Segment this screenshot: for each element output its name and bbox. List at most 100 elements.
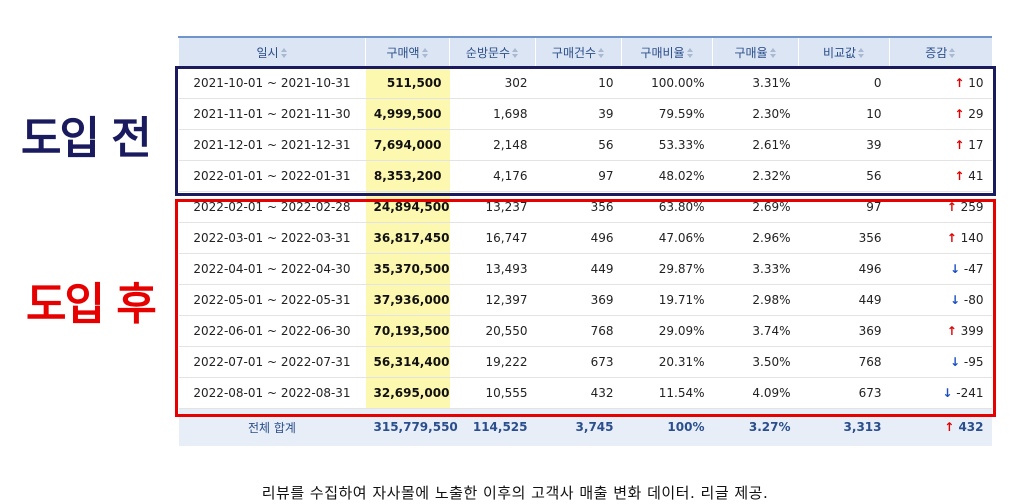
column-header-label: 구매건수 bbox=[551, 45, 597, 60]
change-value: -241 bbox=[956, 385, 984, 400]
ratio-cell: 100.00% bbox=[621, 67, 713, 99]
column-header-label: 순방문수 bbox=[465, 45, 511, 60]
period-cell: 2022-08-01 ~ 2022-08-31 bbox=[178, 377, 366, 409]
column-header[interactable]: 비교값 bbox=[798, 36, 890, 68]
change-cell: ↑ 29 bbox=[889, 98, 992, 130]
before-label: 도입 전 bbox=[21, 113, 152, 164]
table-header-row: 일시 구매액 순방문수 구매건수 구매비율 구매율 비교값 증감 bbox=[178, 36, 992, 68]
rate-cell: 3.50% bbox=[712, 346, 799, 378]
total-purchases: 3,745 bbox=[535, 407, 622, 446]
sort-icon[interactable] bbox=[512, 48, 519, 59]
rate-cell: 2.61% bbox=[712, 129, 799, 161]
total-row: 전체 합계 315,779,550 114,525 3,745 100% 3.2… bbox=[178, 407, 992, 446]
compare-cell: 56 bbox=[798, 160, 890, 192]
period-cell: 2021-11-01 ~ 2021-11-30 bbox=[178, 98, 366, 130]
column-header[interactable]: 구매율 bbox=[712, 36, 799, 68]
up-arrow-icon: ↑ bbox=[946, 323, 957, 338]
up-arrow-icon: ↑ bbox=[944, 420, 955, 435]
change-value: -80 bbox=[963, 292, 984, 307]
visitors-cell: 13,237 bbox=[449, 191, 536, 223]
amount-cell: 36,817,450 bbox=[365, 222, 450, 254]
column-header-label: 증감 bbox=[925, 45, 948, 60]
compare-cell: 356 bbox=[798, 222, 890, 254]
table-row: 2021-11-01 ~ 2021-11-30 4,999,500 1,698 39 7… bbox=[178, 98, 992, 130]
sort-icon[interactable] bbox=[280, 48, 288, 59]
ratio-cell: 29.09% bbox=[621, 315, 713, 347]
sort-icon[interactable] bbox=[686, 48, 694, 59]
visitors-cell: 1,698 bbox=[449, 98, 536, 130]
rate-cell: 2.69% bbox=[712, 191, 799, 223]
period-cell: 2022-05-01 ~ 2022-05-31 bbox=[178, 284, 366, 316]
period-cell: 2022-03-01 ~ 2022-03-31 bbox=[178, 222, 366, 254]
rate-cell: 3.33% bbox=[712, 253, 799, 285]
period-cell: 2021-10-01 ~ 2021-10-31 bbox=[178, 67, 366, 99]
column-header-label: 일시 bbox=[256, 45, 279, 60]
change-cell: ↑ 17 bbox=[889, 129, 992, 161]
ratio-cell: 53.33% bbox=[621, 129, 713, 161]
total-ratio: 100% bbox=[621, 407, 713, 446]
table-row: 2022-07-01 ~ 2022-07-31 56,314,400 19,222 6… bbox=[178, 346, 992, 378]
total-amount: 315,779,550 bbox=[365, 407, 458, 446]
amount-cell: 37,936,000 bbox=[365, 284, 450, 316]
sort-icon[interactable] bbox=[421, 48, 429, 59]
visitors-cell: 13,493 bbox=[449, 253, 536, 285]
column-header[interactable]: 증감 bbox=[889, 36, 992, 68]
table-row: 2022-06-01 ~ 2022-06-30 70,193,500 20,550 7… bbox=[178, 315, 992, 347]
column-header[interactable]: 순방문수 bbox=[449, 36, 536, 68]
amount-cell: 7,694,000 bbox=[365, 129, 450, 161]
change-cell: ↓ -80 bbox=[889, 284, 992, 316]
amount-cell: 56,314,400 bbox=[365, 346, 450, 378]
period-cell: 2022-06-01 ~ 2022-06-30 bbox=[178, 315, 366, 347]
up-arrow-icon: ↑ bbox=[954, 137, 965, 152]
ratio-cell: 20.31% bbox=[621, 346, 713, 378]
amount-cell: 24,894,500 bbox=[365, 191, 450, 223]
column-header-label: 비교값 bbox=[822, 45, 857, 60]
column-header-label: 구매율 bbox=[734, 45, 768, 60]
table-row: 2021-12-01 ~ 2021-12-31 7,694,000 2,148 56 5… bbox=[178, 129, 992, 161]
table-row: 2022-04-01 ~ 2022-04-30 35,370,500 13,493 4… bbox=[178, 253, 992, 285]
column-header[interactable]: 구매건수 bbox=[535, 36, 622, 68]
column-header[interactable]: 일시 bbox=[178, 36, 366, 68]
period-cell: 2022-01-01 ~ 2022-01-31 bbox=[178, 160, 366, 192]
change-value: -95 bbox=[963, 354, 984, 369]
ratio-cell: 19.71% bbox=[621, 284, 713, 316]
table-row: 2021-10-01 ~ 2021-10-31 511,500 302 10 100.0… bbox=[178, 67, 992, 99]
sales-table-container: 일시 구매액 순방문수 구매건수 구매비율 구매율 비교값 증감 2021-10-01 ~ 2… bbox=[178, 36, 992, 446]
purchases-cell: 432 bbox=[535, 377, 622, 409]
change-value: 29 bbox=[968, 106, 984, 121]
up-arrow-icon: ↑ bbox=[954, 106, 965, 121]
purchases-cell: 496 bbox=[535, 222, 622, 254]
change-value: 17 bbox=[968, 137, 984, 152]
sales-table: 일시 구매액 순방문수 구매건수 구매비율 구매율 비교값 증감 2021-10-01 ~ 2… bbox=[178, 36, 992, 446]
caption: 리뷰를 수집하여 자사몰에 노출한 이후의 고객사 매출 변화 데이터. 리글 … bbox=[261, 484, 769, 502]
down-arrow-icon: ↓ bbox=[950, 261, 961, 276]
sort-icon[interactable] bbox=[949, 48, 956, 59]
change-value: -47 bbox=[963, 261, 984, 276]
total-change: ↑ 432 bbox=[889, 407, 992, 446]
rate-cell: 3.74% bbox=[712, 315, 799, 347]
column-header-label: 구매액 bbox=[386, 45, 420, 60]
sort-icon[interactable] bbox=[858, 48, 865, 59]
purchases-cell: 369 bbox=[535, 284, 622, 316]
down-arrow-icon: ↓ bbox=[950, 292, 961, 307]
sort-icon[interactable] bbox=[769, 48, 777, 59]
up-arrow-icon: ↑ bbox=[946, 199, 957, 214]
rate-cell: 2.96% bbox=[712, 222, 799, 254]
column-header[interactable]: 구매비율 bbox=[621, 36, 713, 68]
purchases-cell: 673 bbox=[535, 346, 622, 378]
total-visitors: 114,525 bbox=[449, 407, 536, 446]
change-cell: ↓ -47 bbox=[889, 253, 992, 285]
compare-cell: 39 bbox=[798, 129, 890, 161]
purchases-cell: 356 bbox=[535, 191, 622, 223]
change-cell: ↓ -95 bbox=[889, 346, 992, 378]
sort-icon[interactable] bbox=[598, 48, 605, 59]
table-row: 2022-08-01 ~ 2022-08-31 32,695,000 10,555 4… bbox=[178, 377, 992, 409]
period-cell: 2022-07-01 ~ 2022-07-31 bbox=[178, 346, 366, 378]
purchases-cell: 768 bbox=[535, 315, 622, 347]
ratio-cell: 48.02% bbox=[621, 160, 713, 192]
compare-cell: 673 bbox=[798, 377, 890, 409]
period-cell: 2021-12-01 ~ 2021-12-31 bbox=[178, 129, 366, 161]
change-cell: ↑ 10 bbox=[889, 67, 992, 99]
column-header[interactable]: 구매액 bbox=[365, 36, 450, 68]
change-cell: ↓ -241 bbox=[889, 377, 992, 409]
